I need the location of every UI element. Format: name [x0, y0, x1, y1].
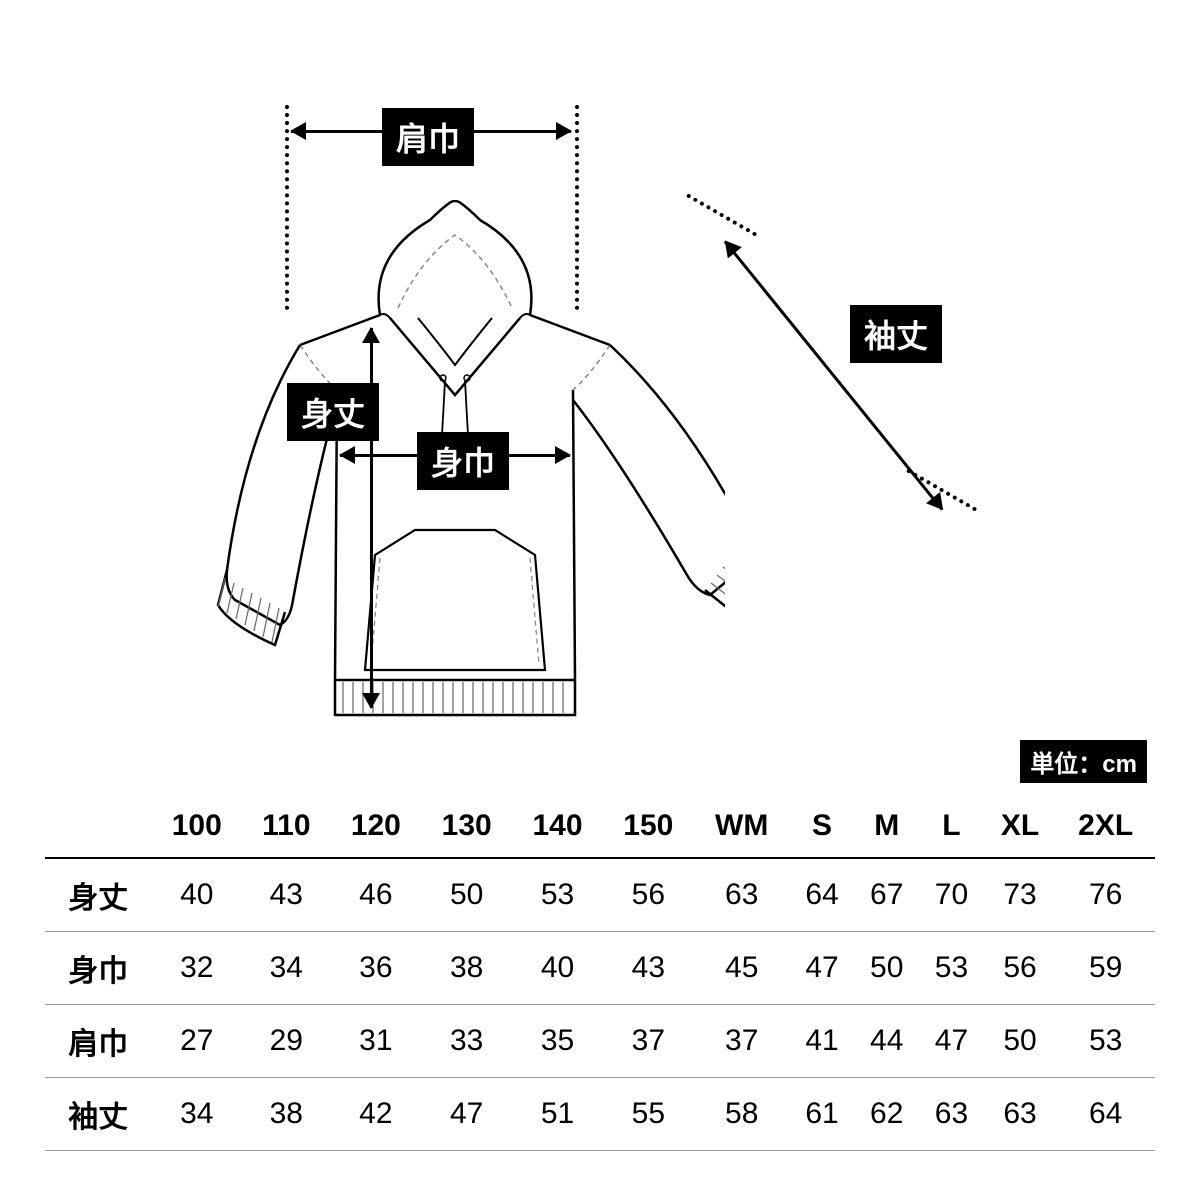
- col-header: M: [854, 795, 919, 858]
- cell: 27: [151, 1005, 242, 1078]
- cell: 46: [330, 858, 421, 932]
- col-header: 130: [421, 795, 512, 858]
- cell: 29: [242, 1005, 330, 1078]
- cell: 64: [790, 858, 855, 932]
- row-label: 身巾: [45, 932, 151, 1005]
- cell: 50: [421, 858, 512, 932]
- length-label: 身丈: [287, 383, 379, 441]
- cell: 64: [1056, 1078, 1155, 1151]
- cell: 43: [242, 858, 330, 932]
- cell: 38: [242, 1078, 330, 1151]
- size-diagram: 肩巾 袖丈: [45, 40, 1155, 740]
- unit-label: 単位：cm: [1020, 740, 1147, 783]
- cell: 31: [330, 1005, 421, 1078]
- cell: 63: [694, 858, 790, 932]
- cell: 34: [242, 932, 330, 1005]
- cell: 58: [694, 1078, 790, 1151]
- col-header: 150: [603, 795, 694, 858]
- cell: 40: [512, 932, 603, 1005]
- col-header: WM: [694, 795, 790, 858]
- cell: 32: [151, 932, 242, 1005]
- cell: 53: [919, 932, 984, 1005]
- col-header: L: [919, 795, 984, 858]
- cell: 53: [512, 858, 603, 932]
- size-table: 100 110 120 130 140 150 WM S M L XL 2XL …: [45, 795, 1155, 1151]
- cell: 61: [790, 1078, 855, 1151]
- cell: 47: [919, 1005, 984, 1078]
- table-row: 肩巾 27 29 31 33 35 37 37 41 44 47 50 53: [45, 1005, 1155, 1078]
- col-header: 100: [151, 795, 242, 858]
- cell: 56: [984, 932, 1057, 1005]
- col-header: 2XL: [1056, 795, 1155, 858]
- cell: 40: [151, 858, 242, 932]
- cell: 36: [330, 932, 421, 1005]
- cell: 43: [603, 932, 694, 1005]
- cell: 59: [1056, 932, 1155, 1005]
- cell: 53: [1056, 1005, 1155, 1078]
- cell: 37: [694, 1005, 790, 1078]
- table-row: 身巾 32 34 36 38 40 43 45 47 50 53 56 59: [45, 932, 1155, 1005]
- cell: 55: [603, 1078, 694, 1151]
- cell: 50: [984, 1005, 1057, 1078]
- table-header-row: 100 110 120 130 140 150 WM S M L XL 2XL: [45, 795, 1155, 858]
- cell: 42: [330, 1078, 421, 1151]
- shoulder-label: 肩巾: [382, 108, 474, 166]
- row-label: 袖丈: [45, 1078, 151, 1151]
- cell: 41: [790, 1005, 855, 1078]
- col-header: 140: [512, 795, 603, 858]
- cell: 51: [512, 1078, 603, 1151]
- col-header: 110: [242, 795, 330, 858]
- table-corner: [45, 795, 151, 858]
- cell: 34: [151, 1078, 242, 1151]
- cell: 62: [854, 1078, 919, 1151]
- cell: 47: [421, 1078, 512, 1151]
- cell: 45: [694, 932, 790, 1005]
- col-header: 120: [330, 795, 421, 858]
- cell: 76: [1056, 858, 1155, 932]
- col-header: S: [790, 795, 855, 858]
- table-row: 袖丈 34 38 42 47 51 55 58 61 62 63 63 64: [45, 1078, 1155, 1151]
- cell: 47: [790, 932, 855, 1005]
- cell: 50: [854, 932, 919, 1005]
- cell: 67: [854, 858, 919, 932]
- cell: 63: [919, 1078, 984, 1151]
- sleeve-arrow: [724, 241, 943, 511]
- cell: 38: [421, 932, 512, 1005]
- sleeve-label: 袖丈: [850, 305, 942, 363]
- row-label: 肩巾: [45, 1005, 151, 1078]
- table-row: 身丈 40 43 46 50 53 56 63 64 67 70 73 76: [45, 858, 1155, 932]
- row-label: 身丈: [45, 858, 151, 932]
- col-header: XL: [984, 795, 1057, 858]
- cell: 35: [512, 1005, 603, 1078]
- cell: 33: [421, 1005, 512, 1078]
- width-label: 身巾: [417, 432, 509, 490]
- cell: 70: [919, 858, 984, 932]
- cell: 73: [984, 858, 1057, 932]
- cell: 56: [603, 858, 694, 932]
- cell: 63: [984, 1078, 1057, 1151]
- cell: 37: [603, 1005, 694, 1078]
- cell: 44: [854, 1005, 919, 1078]
